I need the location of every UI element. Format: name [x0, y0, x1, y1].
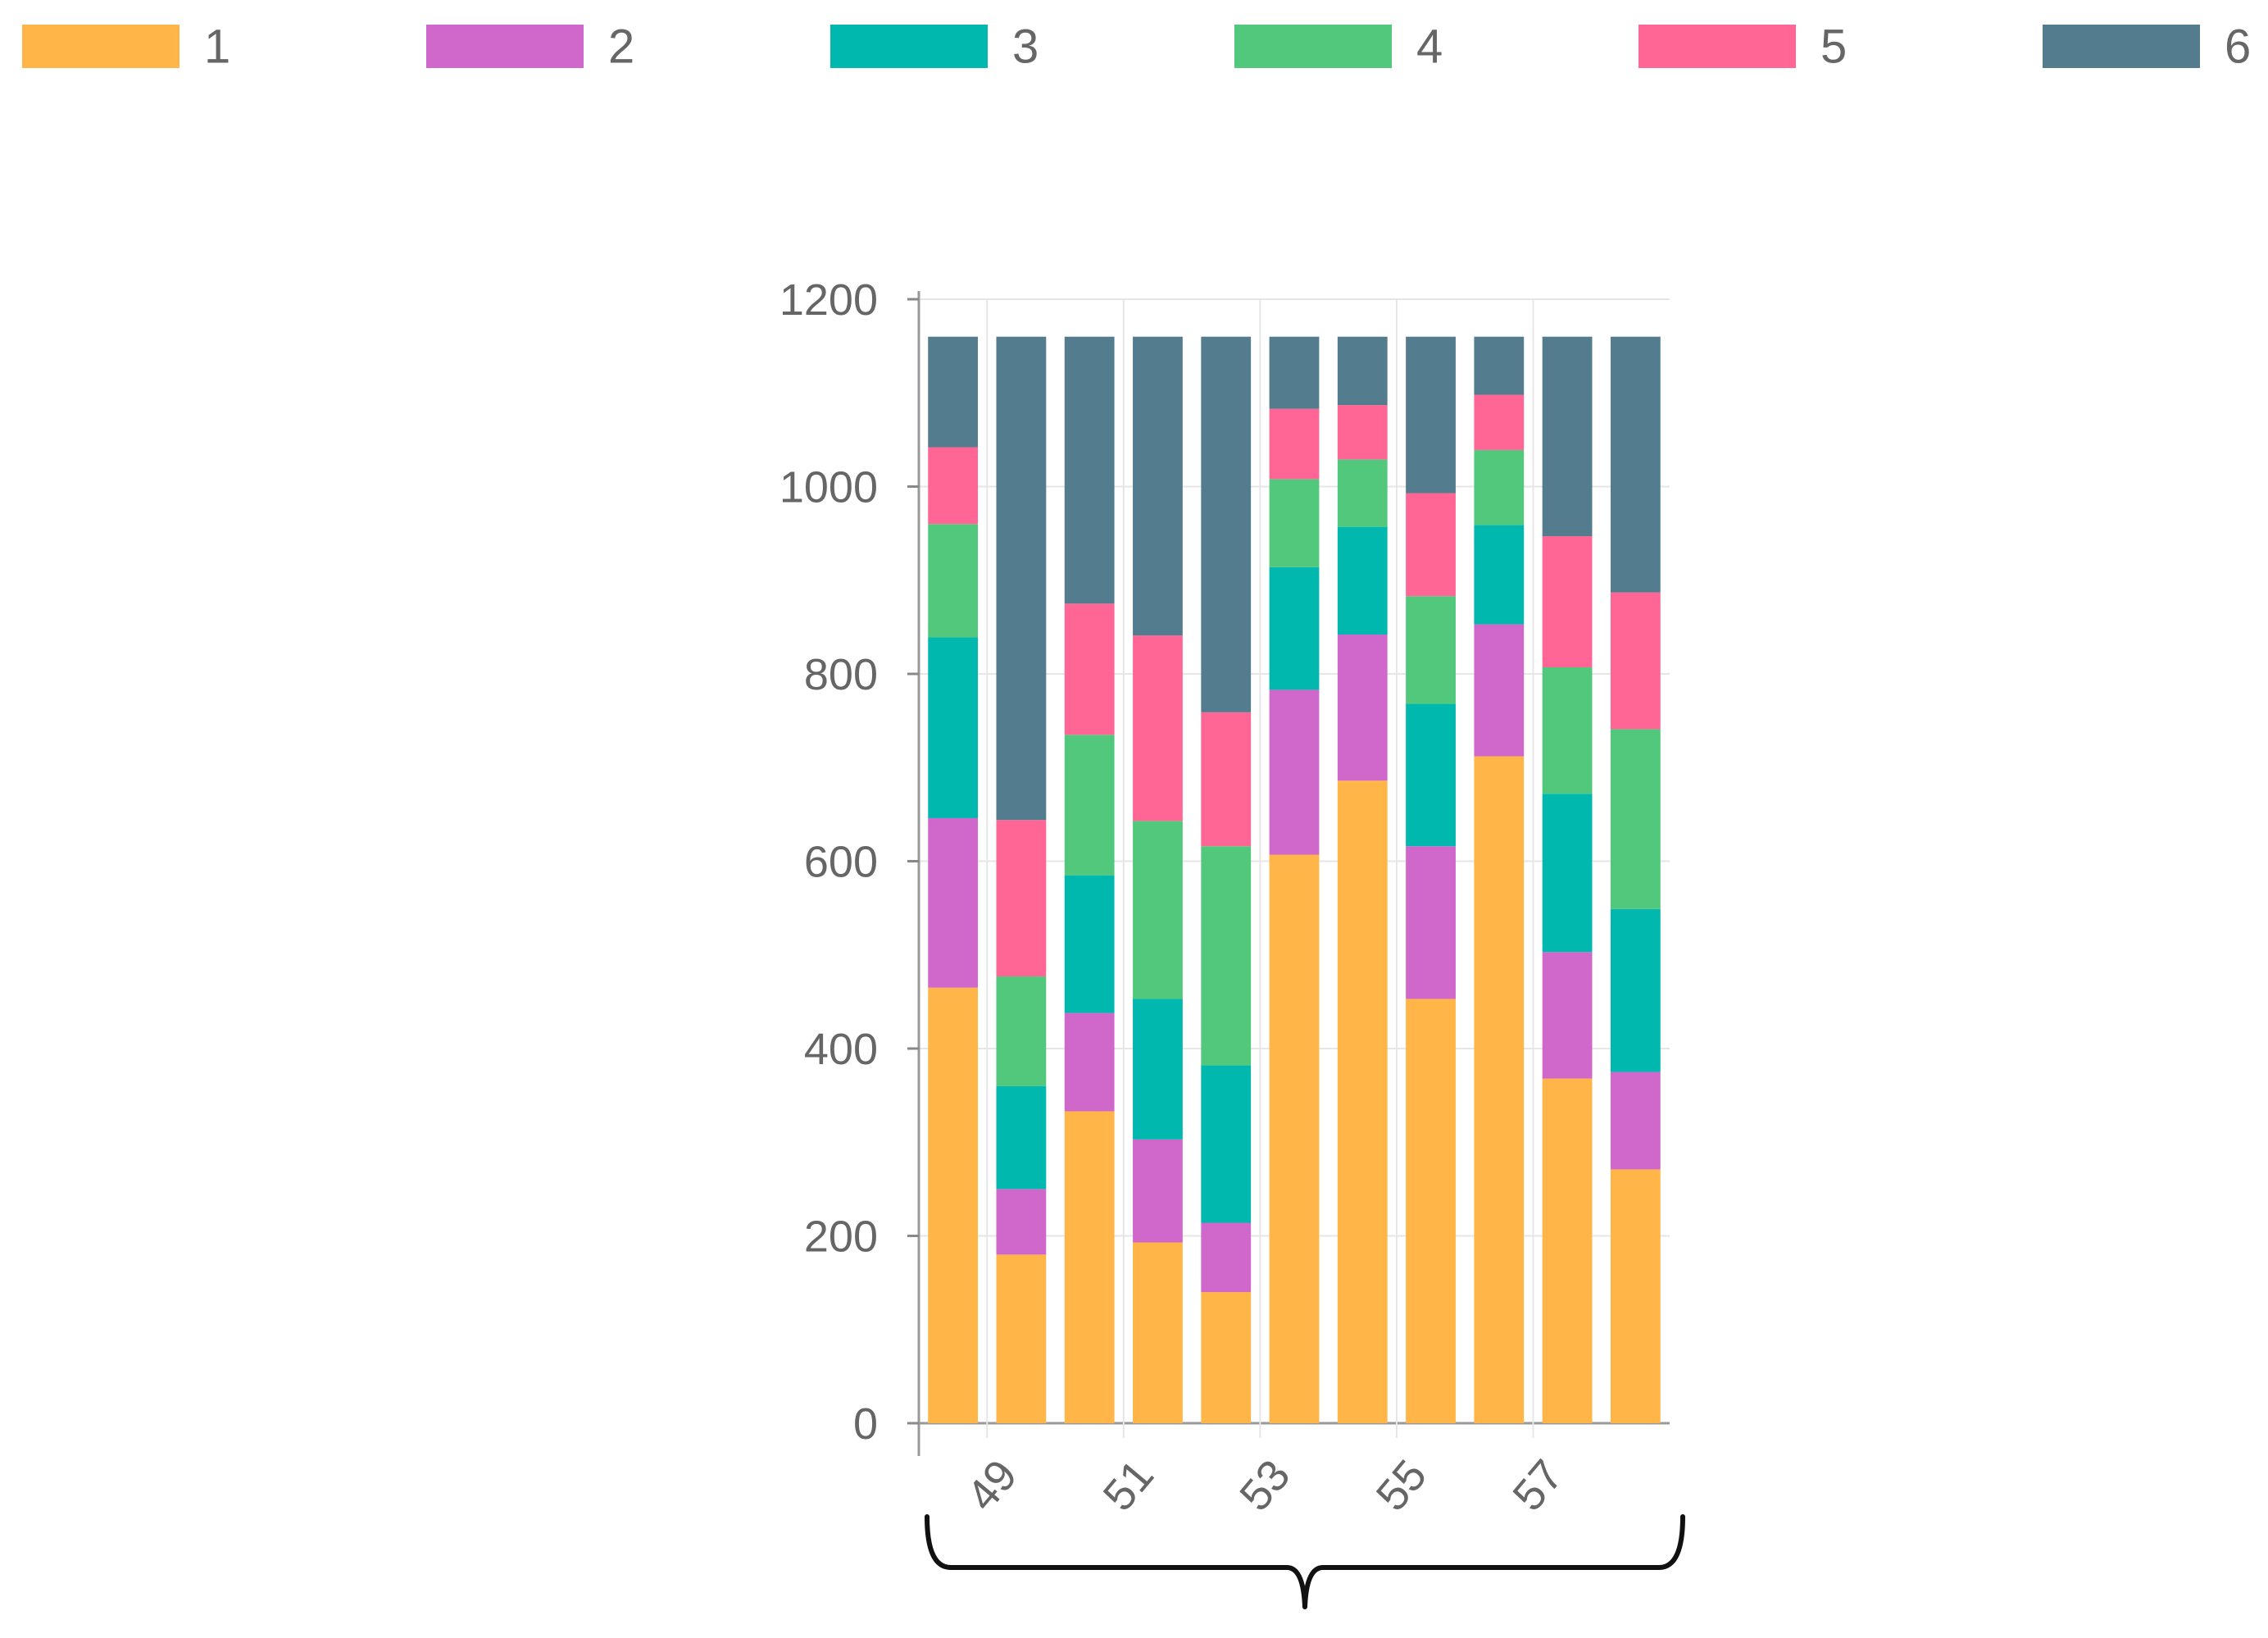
y-tick-label-800: 800 [804, 650, 878, 699]
bar-56-series-5[interactable] [1474, 394, 1525, 450]
bar-51-series-1[interactable] [1133, 1242, 1183, 1423]
bar-58-series-4[interactable] [1610, 729, 1661, 909]
bar-49-series-6[interactable] [996, 336, 1047, 821]
bar-56-series-2[interactable] [1474, 624, 1525, 757]
legend-swatch-1[interactable] [22, 25, 180, 68]
bar-53-series-2[interactable] [1269, 689, 1320, 855]
y-tick-label-0: 0 [853, 1399, 878, 1449]
y-tick-label-1000: 1000 [779, 463, 878, 512]
legend-label-4: 4 [1416, 20, 1443, 74]
legend-swatch-4[interactable] [1234, 25, 1392, 68]
legend-swatch-3[interactable] [830, 25, 988, 68]
bar-57-series-2[interactable] [1542, 952, 1593, 1079]
bar-56-series-6[interactable] [1474, 336, 1525, 395]
bar-50-series-2[interactable] [1064, 1012, 1115, 1112]
legend-label-2: 2 [608, 20, 634, 74]
bar-55-series-6[interactable] [1406, 336, 1456, 494]
bar-50-series-3[interactable] [1064, 875, 1115, 1013]
bar-49-series-4[interactable] [996, 976, 1047, 1086]
bar-48-series-4[interactable] [928, 524, 979, 638]
bar-53-series-5[interactable] [1269, 408, 1320, 480]
bar-55-series-2[interactable] [1406, 846, 1456, 999]
bar-48-series-2[interactable] [928, 817, 979, 988]
legend-swatch-5[interactable] [1639, 25, 1796, 68]
bar-54-series-3[interactable] [1337, 526, 1388, 635]
bar-58-series-2[interactable] [1610, 1072, 1661, 1170]
bar-53-series-6[interactable] [1269, 336, 1320, 409]
bar-57-series-1[interactable] [1542, 1078, 1593, 1423]
legend-label-5: 5 [1820, 20, 1847, 74]
bar-56-series-4[interactable] [1474, 449, 1525, 526]
bar-54-series-2[interactable] [1337, 635, 1388, 781]
bar-55-series-1[interactable] [1406, 999, 1456, 1423]
bar-48-series-3[interactable] [928, 637, 979, 818]
legend-label-3: 3 [1012, 20, 1039, 74]
bar-50-series-5[interactable] [1064, 603, 1115, 735]
bar-57-series-4[interactable] [1542, 667, 1593, 794]
bar-56-series-3[interactable] [1474, 525, 1525, 625]
legend-label-1: 1 [204, 20, 230, 74]
legend-label-6: 6 [2225, 20, 2251, 74]
bar-53-series-4[interactable] [1269, 479, 1320, 567]
bar-58-series-3[interactable] [1610, 908, 1661, 1072]
x-tick-label-51: 51 [1094, 1451, 1164, 1521]
x-tick-label-55: 55 [1367, 1451, 1437, 1521]
bar-50-series-4[interactable] [1064, 735, 1115, 876]
bar-54-series-1[interactable] [1337, 780, 1388, 1423]
bar-49-series-5[interactable] [996, 820, 1047, 977]
bar-57-series-5[interactable] [1542, 536, 1593, 668]
bar-54-series-4[interactable] [1337, 459, 1388, 527]
bar-54-series-6[interactable] [1337, 336, 1388, 406]
bar-57-series-3[interactable] [1542, 794, 1593, 953]
bar-49-series-3[interactable] [996, 1085, 1047, 1190]
bar-52-series-3[interactable] [1201, 1065, 1252, 1223]
y-tick-label-600: 600 [804, 838, 878, 887]
bar-55-series-3[interactable] [1406, 703, 1456, 847]
bar-52-series-2[interactable] [1201, 1222, 1252, 1293]
bar-52-series-1[interactable] [1201, 1292, 1252, 1423]
x-tick-label-57: 57 [1503, 1451, 1573, 1521]
bar-49-series-2[interactable] [996, 1189, 1047, 1255]
bar-51-series-3[interactable] [1133, 999, 1183, 1140]
bar-52-series-6[interactable] [1201, 336, 1252, 712]
bar-55-series-5[interactable] [1406, 493, 1456, 597]
bar-55-series-4[interactable] [1406, 596, 1456, 704]
curly-brace [925, 1514, 1685, 1609]
bar-56-series-1[interactable] [1474, 756, 1525, 1423]
bar-50-series-6[interactable] [1064, 336, 1115, 604]
bar-48-series-6[interactable] [928, 336, 979, 448]
bar-48-series-5[interactable] [928, 447, 979, 525]
y-axis-ticks: 0 200 400 600 800 1000 1200 [779, 275, 919, 1449]
bar-49-series-1[interactable] [996, 1254, 1047, 1423]
bar-58-series-6[interactable] [1610, 336, 1661, 593]
bars [928, 336, 1661, 1423]
bar-53-series-1[interactable] [1269, 854, 1320, 1423]
bar-58-series-1[interactable] [1610, 1169, 1661, 1423]
bar-52-series-5[interactable] [1201, 712, 1252, 847]
legend: 1 2 3 4 5 6 [22, 20, 2251, 74]
bar-57-series-6[interactable] [1542, 336, 1593, 537]
bar-58-series-5[interactable] [1610, 592, 1661, 730]
x-tick-label-53: 53 [1230, 1451, 1300, 1521]
bar-52-series-4[interactable] [1201, 846, 1252, 1066]
bar-51-series-4[interactable] [1133, 821, 1183, 999]
bar-48-series-1[interactable] [928, 987, 979, 1423]
legend-swatch-6[interactable] [2043, 25, 2200, 68]
bar-50-series-1[interactable] [1064, 1111, 1115, 1423]
bar-54-series-5[interactable] [1337, 405, 1388, 460]
y-tick-label-400: 400 [804, 1025, 878, 1074]
x-tick-label-49: 49 [957, 1451, 1027, 1521]
y-tick-label-1200: 1200 [779, 275, 878, 325]
bar-51-series-2[interactable] [1133, 1139, 1183, 1243]
y-tick-label-200: 200 [804, 1213, 878, 1262]
bar-53-series-3[interactable] [1269, 566, 1320, 690]
bar-51-series-5[interactable] [1133, 635, 1183, 821]
legend-swatch-2[interactable] [426, 25, 584, 68]
bar-51-series-6[interactable] [1133, 336, 1183, 636]
